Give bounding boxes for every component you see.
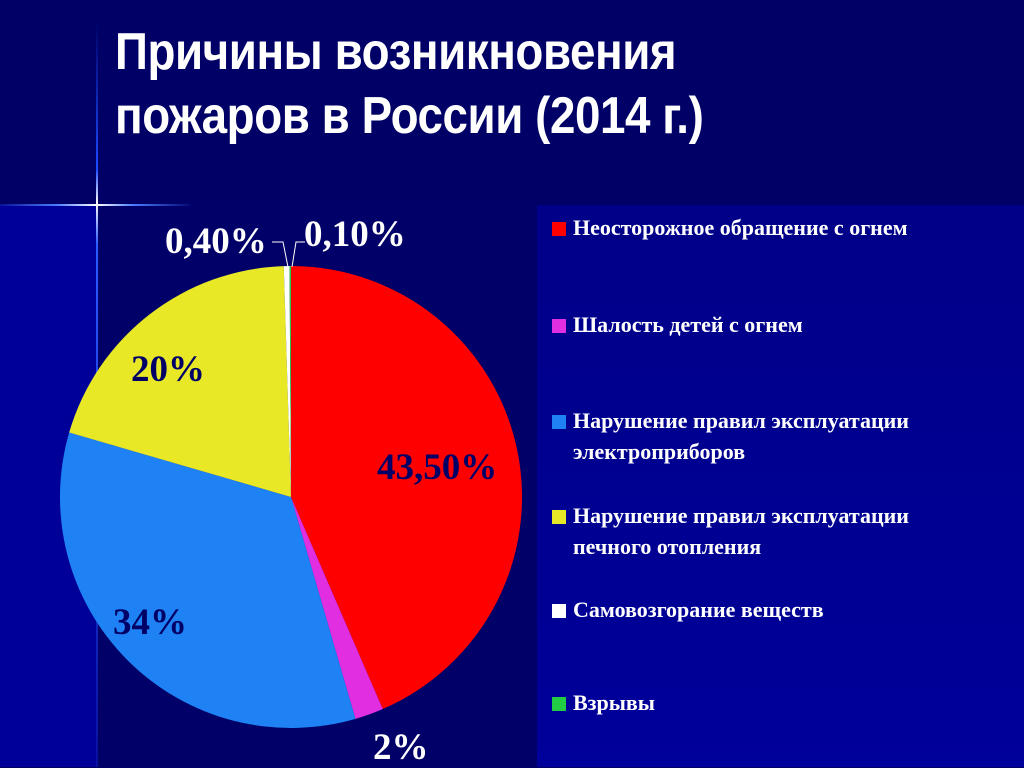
legend-label-cont: печного отопления	[573, 534, 762, 559]
label-blue-slice: 34%	[113, 602, 187, 643]
slice-explosions	[289, 266, 291, 497]
slide-title: Причины возникновения пожаров в России (…	[115, 20, 872, 148]
legend-label: Неосторожное обращение с огнем	[573, 215, 908, 240]
legend-swatch-red	[552, 222, 566, 236]
legend-item-explosions: Взрывы	[552, 687, 655, 718]
legend-label: Самовозгорание веществ	[573, 597, 824, 622]
legend-label: Взрывы	[573, 690, 655, 715]
slice-stove	[69, 266, 292, 497]
slice-careless-fire	[291, 266, 523, 710]
label-yellow-slice: 20%	[131, 349, 205, 390]
slice-electrical	[59, 432, 356, 728]
leader-line-green-slice	[291, 241, 305, 268]
legend-swatch-magenta	[552, 319, 566, 333]
label-magenta-slice: 2%	[373, 727, 429, 768]
legend-swatch-blue	[552, 415, 566, 429]
title-line-1: Причины возникновения	[115, 23, 677, 81]
legend-item-stove: Нарушение правил эксплуатации печного от…	[552, 500, 909, 562]
title-line-2: пожаров в России (2014 г.)	[115, 87, 704, 145]
label-red-slice: 43,50%	[377, 447, 498, 488]
legend-item-careless-fire: Неосторожное обращение с огнем	[552, 212, 908, 243]
legend-swatch-green	[552, 697, 566, 711]
slice-children	[291, 497, 383, 719]
legend-swatch-yellow	[552, 510, 566, 524]
leader-line-white-slice	[272, 241, 289, 268]
label-green-slice: 0,10%	[304, 214, 406, 255]
legend-label-cont: электроприборов	[573, 439, 746, 464]
legend-label: Нарушение правил эксплуатации	[573, 503, 909, 528]
legend-item-self-ignition: Самовозгорание веществ	[552, 594, 824, 625]
background-legend-panel	[537, 205, 1024, 767]
legend-label: Нарушение правил эксплуатации	[573, 408, 909, 433]
legend-item-electrical: Нарушение правил эксплуатации электропри…	[552, 405, 909, 467]
label-white-slice: 0,40%	[165, 221, 267, 262]
legend-label: Шалость детей с огнем	[573, 312, 803, 337]
sparkle-line-horizontal	[0, 204, 190, 206]
legend-swatch-white	[552, 604, 566, 618]
slice-self-ignition	[283, 266, 291, 497]
legend-item-children: Шалость детей с огнем	[552, 309, 803, 340]
